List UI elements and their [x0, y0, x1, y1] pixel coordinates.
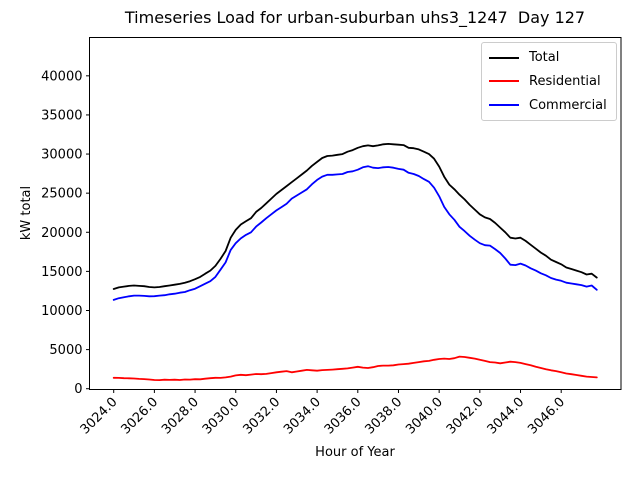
series-line-commercial: [112, 165, 598, 301]
x-tick-label: 3038.0: [363, 395, 406, 438]
x-tick-label: 3034.0: [281, 395, 324, 438]
series-line-residential: [112, 355, 598, 382]
y-tick-label: 5000: [49, 343, 82, 358]
y-axis-label: kW total: [19, 185, 34, 241]
legend-entry-residential: Residential: [489, 74, 616, 89]
legend-line-icon: [489, 104, 519, 107]
legend-entry-commercial: Commercial: [489, 98, 616, 113]
legend-line-icon: [489, 56, 519, 59]
y-tick-label: 0: [74, 382, 82, 397]
y-tick-label: 20000: [41, 226, 82, 241]
series-line-total: [112, 142, 598, 290]
x-tick-label: 3032.0: [240, 395, 283, 438]
chart-title: Timeseries Load for urban-suburban uhs3_…: [124, 8, 586, 27]
legend-label: Total: [529, 50, 560, 66]
y-tick-label: 10000: [41, 304, 82, 319]
x-tick-label: 3046.0: [525, 395, 568, 438]
x-axis-label: Hour of Year: [315, 445, 395, 460]
x-tick-label: 3042.0: [444, 395, 487, 438]
x-tick-label: 3030.0: [200, 395, 243, 438]
y-tick-label: 35000: [41, 108, 82, 123]
legend-line-icon: [489, 80, 519, 83]
y-tick-label: 15000: [41, 265, 82, 280]
x-tick-label: 3024.0: [78, 395, 121, 438]
legend-label: Residential: [529, 73, 601, 89]
x-tick-label: 3044.0: [485, 395, 528, 438]
y-tick-label: 25000: [41, 187, 82, 202]
legend-label: Commercial: [529, 97, 607, 113]
y-tick-label: 40000: [41, 69, 82, 84]
x-tick-label: 3040.0: [403, 395, 446, 438]
legend: Total Residential Commercial: [481, 42, 617, 121]
x-tick-label: 3026.0: [118, 395, 161, 438]
legend-entry-total: Total: [489, 50, 616, 65]
x-tick-label: 3028.0: [159, 395, 202, 438]
x-tick-label: 3036.0: [322, 395, 365, 438]
y-tick-label: 30000: [41, 148, 82, 163]
plot-border: [89, 37, 622, 390]
